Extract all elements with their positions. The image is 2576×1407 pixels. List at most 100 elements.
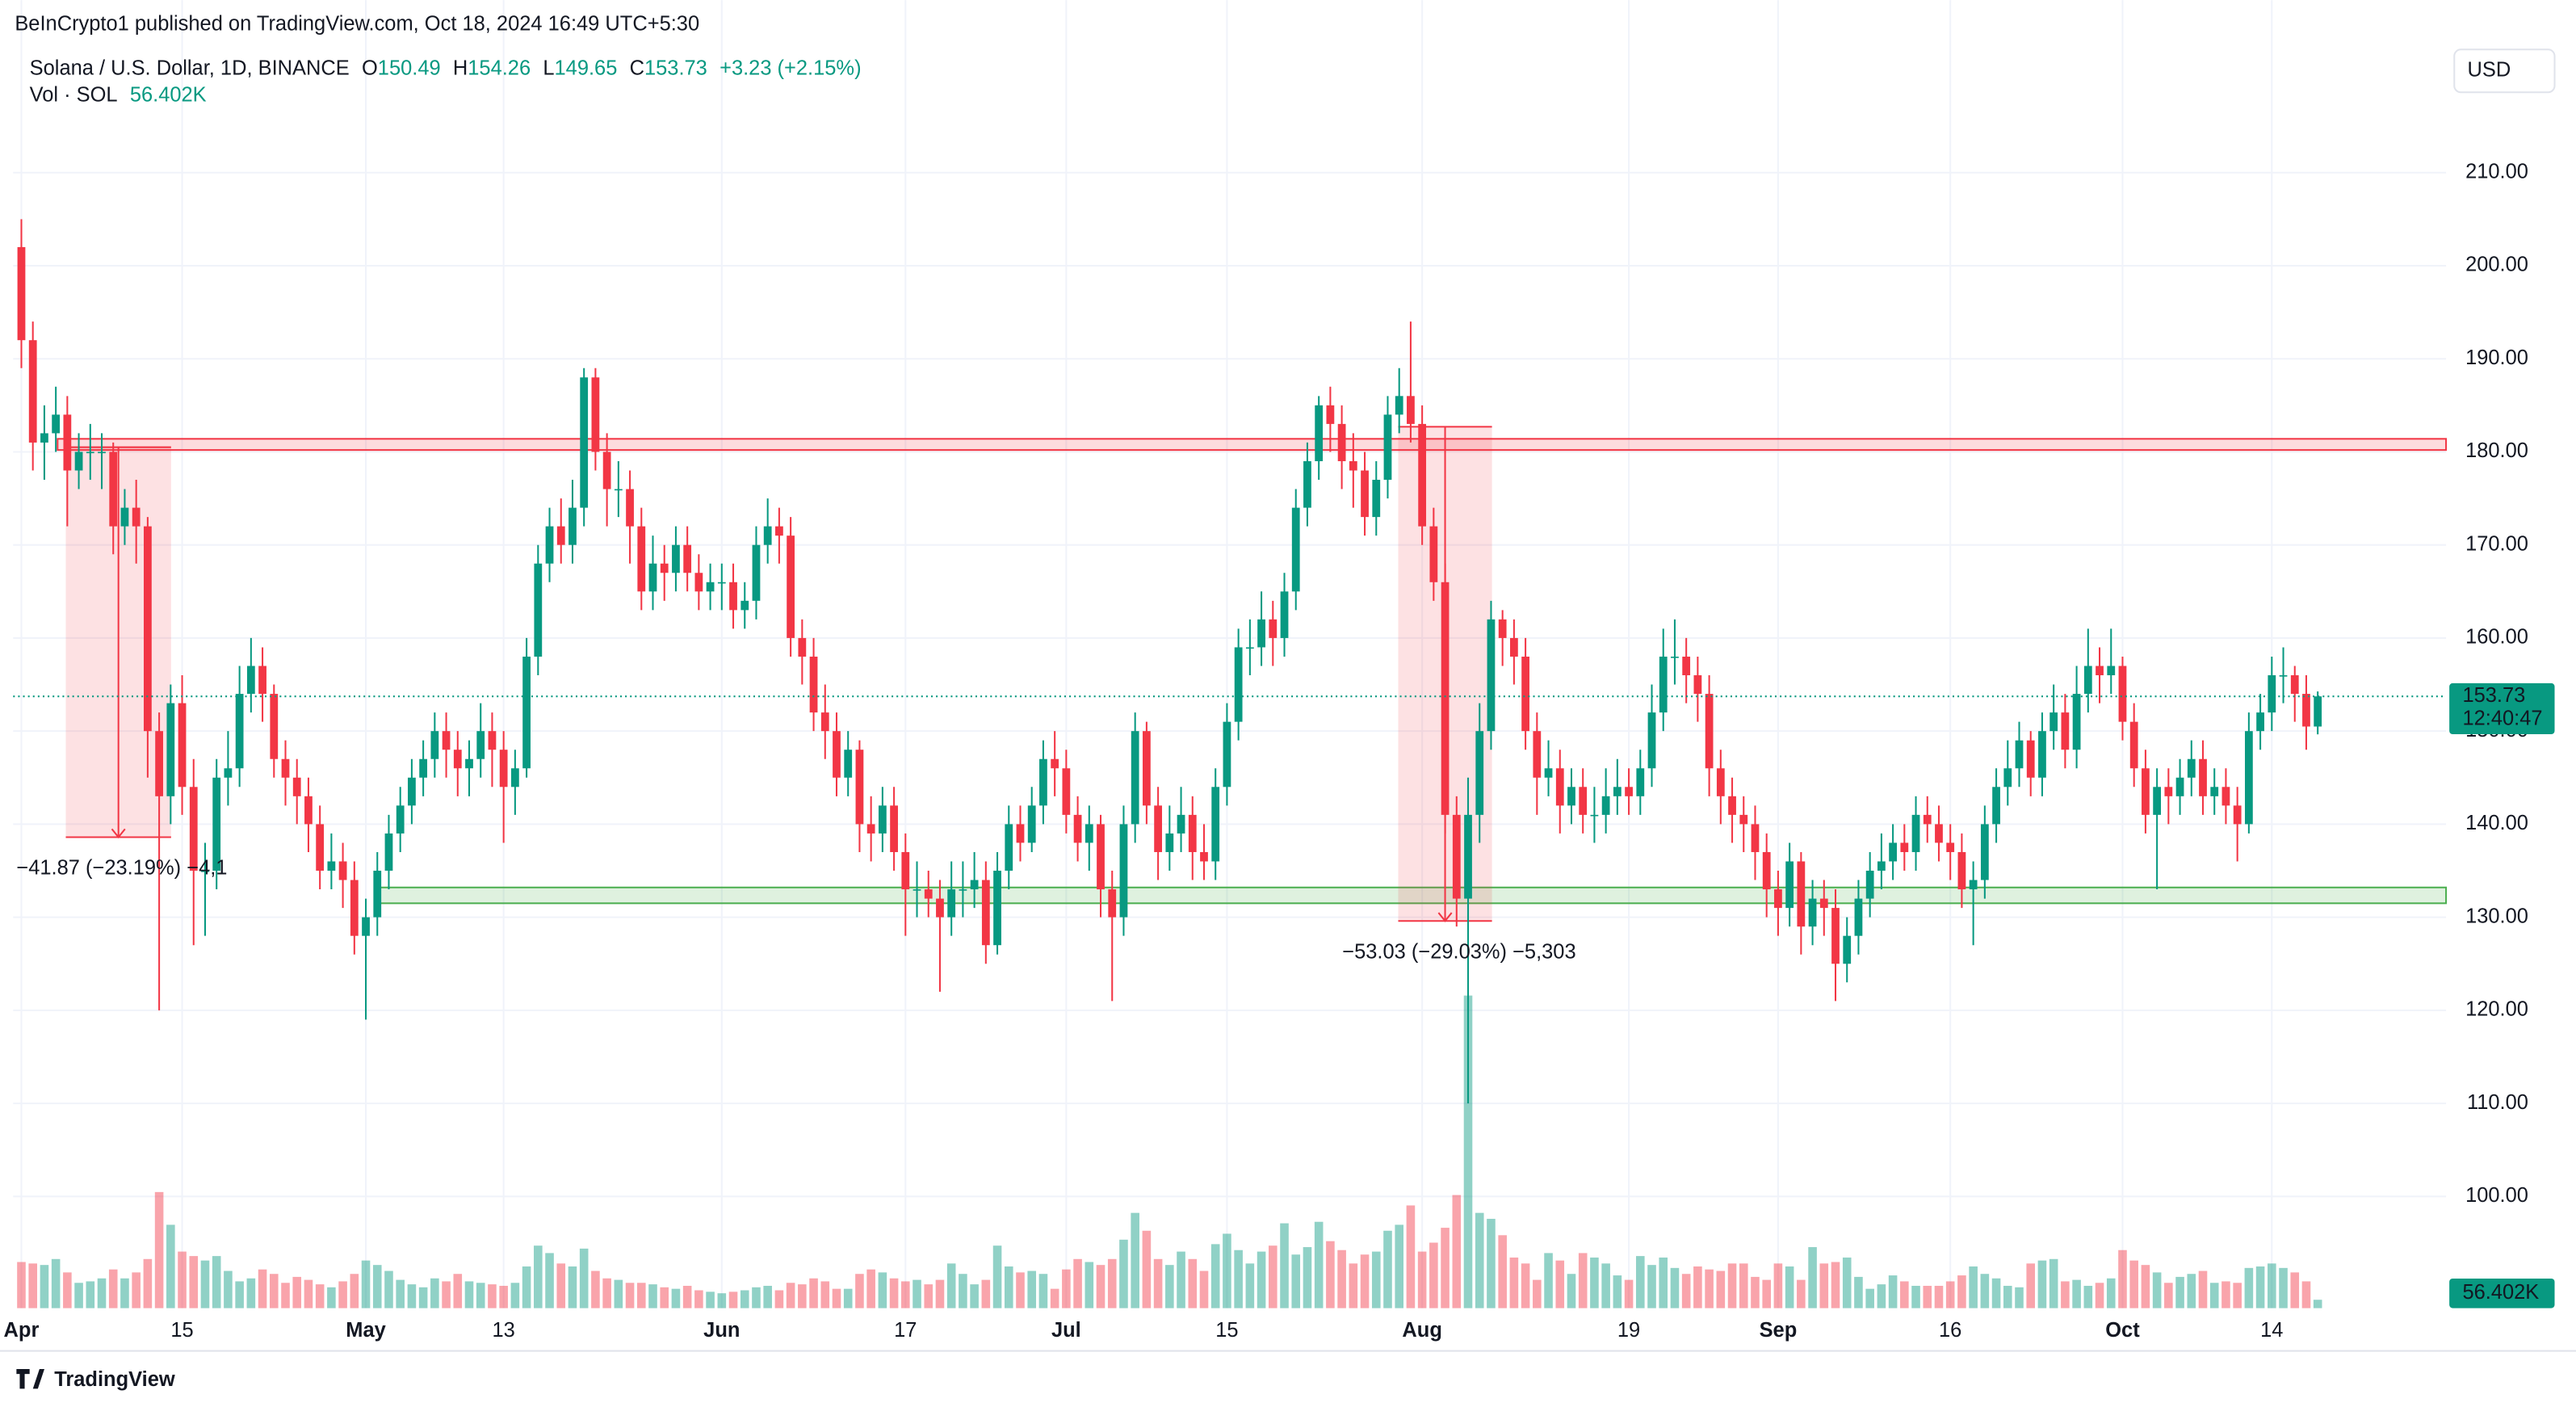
- candle-body: [1785, 861, 1794, 909]
- candle-body: [1774, 889, 1782, 909]
- volume-bar: [866, 1269, 875, 1308]
- candle-body: [1487, 619, 1496, 732]
- volume-bar: [1590, 1257, 1599, 1308]
- volume-bar: [1613, 1275, 1622, 1308]
- volume-bar: [40, 1265, 49, 1308]
- candle-body: [1234, 647, 1243, 722]
- candle-body: [1062, 768, 1071, 815]
- volume-bar: [556, 1263, 566, 1308]
- volume-bar: [1521, 1263, 1530, 1308]
- candle-body: [2118, 666, 2127, 722]
- volume-bar: [1280, 1223, 1289, 1308]
- volume-bar: [1085, 1262, 1094, 1308]
- volume-bar: [476, 1283, 485, 1308]
- candle-body: [1280, 591, 1289, 638]
- volume-bar: [2152, 1272, 2162, 1308]
- volume-bar: [1900, 1281, 1909, 1308]
- candle-body: [1579, 787, 1588, 815]
- volume-bar: [2106, 1278, 2116, 1308]
- x-tick-label: Jul: [1051, 1319, 1081, 1342]
- candle-body: [201, 871, 209, 872]
- candle-body: [488, 731, 497, 750]
- candle-body: [855, 750, 864, 825]
- volume-bar: [315, 1284, 325, 1308]
- volume-label-box: [2449, 1278, 2555, 1308]
- candle-body: [2256, 712, 2264, 732]
- volume-bar: [1269, 1245, 1278, 1308]
- volume-bar: [614, 1279, 623, 1308]
- brand-logo: [16, 1368, 45, 1389]
- volume-bar: [625, 1283, 635, 1308]
- candle-body: [614, 489, 623, 491]
- candle-body: [1245, 647, 1254, 649]
- volume-bar: [752, 1287, 761, 1308]
- candle-body: [132, 507, 141, 527]
- candle-body: [224, 768, 233, 778]
- candle-body: [2096, 666, 2104, 676]
- volume-bar: [51, 1258, 61, 1308]
- volume-bar: [120, 1278, 129, 1308]
- volume-bar: [2095, 1283, 2104, 1308]
- candle-body: [1865, 871, 1874, 899]
- volume-bar: [1326, 1241, 1335, 1308]
- candle-body: [120, 507, 129, 527]
- volume-bar: [2187, 1274, 2196, 1308]
- volume-bar: [200, 1260, 210, 1308]
- candle-body: [2290, 675, 2299, 695]
- volume-bar: [1096, 1265, 1105, 1308]
- y-tick-label: 100.00: [2465, 1184, 2528, 1207]
- candle-body: [1923, 814, 1932, 825]
- axes: 100.00110.00120.00130.00140.00150.00160.…: [4, 160, 2555, 1342]
- candle-body: [1590, 814, 1599, 817]
- volume-bar: [1797, 1279, 1806, 1308]
- volume-bar: [992, 1245, 1002, 1308]
- y-tick-label: 200.00: [2465, 254, 2528, 276]
- volume-bar: [74, 1283, 83, 1308]
- candle-body: [820, 712, 829, 732]
- candle-body: [1728, 796, 1736, 815]
- candle-body: [1441, 582, 1450, 815]
- volume-bar: [924, 1284, 933, 1308]
- candle-body: [1831, 908, 1840, 964]
- candle-body: [890, 805, 898, 852]
- currency-button[interactable]: [2453, 48, 2556, 94]
- volume-title: Vol · SOL: [30, 83, 118, 106]
- volume-bar: [1980, 1274, 1990, 1308]
- volume-bar: [1498, 1235, 1507, 1308]
- candle-body: [316, 824, 325, 872]
- candle-body: [166, 703, 175, 796]
- candle-body: [384, 833, 393, 872]
- candle-body: [2314, 696, 2322, 727]
- candle-body: [924, 889, 933, 899]
- author-line: BeInCrypto1 published on TradingView.com…: [15, 12, 699, 35]
- candle-body: [396, 805, 405, 834]
- volume-bar: [534, 1245, 543, 1308]
- x-tick-label: 15: [170, 1319, 193, 1342]
- volume-bar: [1647, 1265, 1656, 1308]
- candle-body: [2107, 666, 2116, 676]
- candle-body: [465, 758, 473, 769]
- candle-body: [866, 824, 875, 834]
- volume-bar: [2026, 1263, 2036, 1308]
- candle-body: [2083, 666, 2092, 695]
- candle-body: [1177, 814, 1185, 834]
- candle-body: [648, 563, 657, 592]
- volume-bar: [809, 1278, 818, 1308]
- volume-bar: [2209, 1283, 2219, 1308]
- candle-body: [602, 452, 611, 489]
- volume-bar: [442, 1281, 451, 1308]
- x-tick-label: 19: [1617, 1319, 1640, 1342]
- volume-bar: [1073, 1258, 1082, 1308]
- volume-bar: [132, 1272, 141, 1308]
- candle-body: [1418, 423, 1427, 527]
- volume-bar: [1188, 1258, 1198, 1308]
- candle-body: [1097, 824, 1105, 890]
- candle-body: [752, 544, 761, 601]
- candle-body: [17, 246, 26, 341]
- candle-body: [717, 582, 726, 584]
- candle-body: [1073, 814, 1082, 843]
- volume-bar: [1659, 1257, 1668, 1308]
- volume-bar: [1934, 1285, 1944, 1308]
- volume-bar: [430, 1278, 439, 1308]
